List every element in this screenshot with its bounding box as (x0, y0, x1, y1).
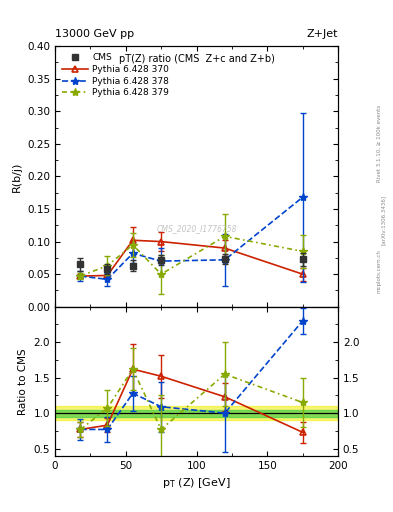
Text: pT(Z) ratio (CMS  Z+c and Z+b): pT(Z) ratio (CMS Z+c and Z+b) (119, 54, 274, 64)
Text: [arXiv:1306.3436]: [arXiv:1306.3436] (381, 195, 386, 245)
Text: mcplots.cern.ch: mcplots.cern.ch (377, 249, 382, 293)
Text: Rivet 3.1.10, ≥ 100k events: Rivet 3.1.10, ≥ 100k events (377, 105, 382, 182)
Y-axis label: R(b/j): R(b/j) (11, 161, 22, 191)
Text: 13000 GeV pp: 13000 GeV pp (55, 29, 134, 39)
Legend: CMS, Pythia 6.428 370, Pythia 6.428 378, Pythia 6.428 379: CMS, Pythia 6.428 370, Pythia 6.428 378,… (59, 51, 172, 100)
Text: CMS_2020_I1776758: CMS_2020_I1776758 (156, 224, 237, 233)
Bar (55, 410, 338, 417)
Text: Z+Jet: Z+Jet (307, 29, 338, 39)
Y-axis label: Ratio to CMS: Ratio to CMS (18, 348, 28, 415)
X-axis label: $\mathregular{p_T}$ (Z) [GeV]: $\mathregular{p_T}$ (Z) [GeV] (162, 476, 231, 490)
Bar (55, 406, 338, 420)
